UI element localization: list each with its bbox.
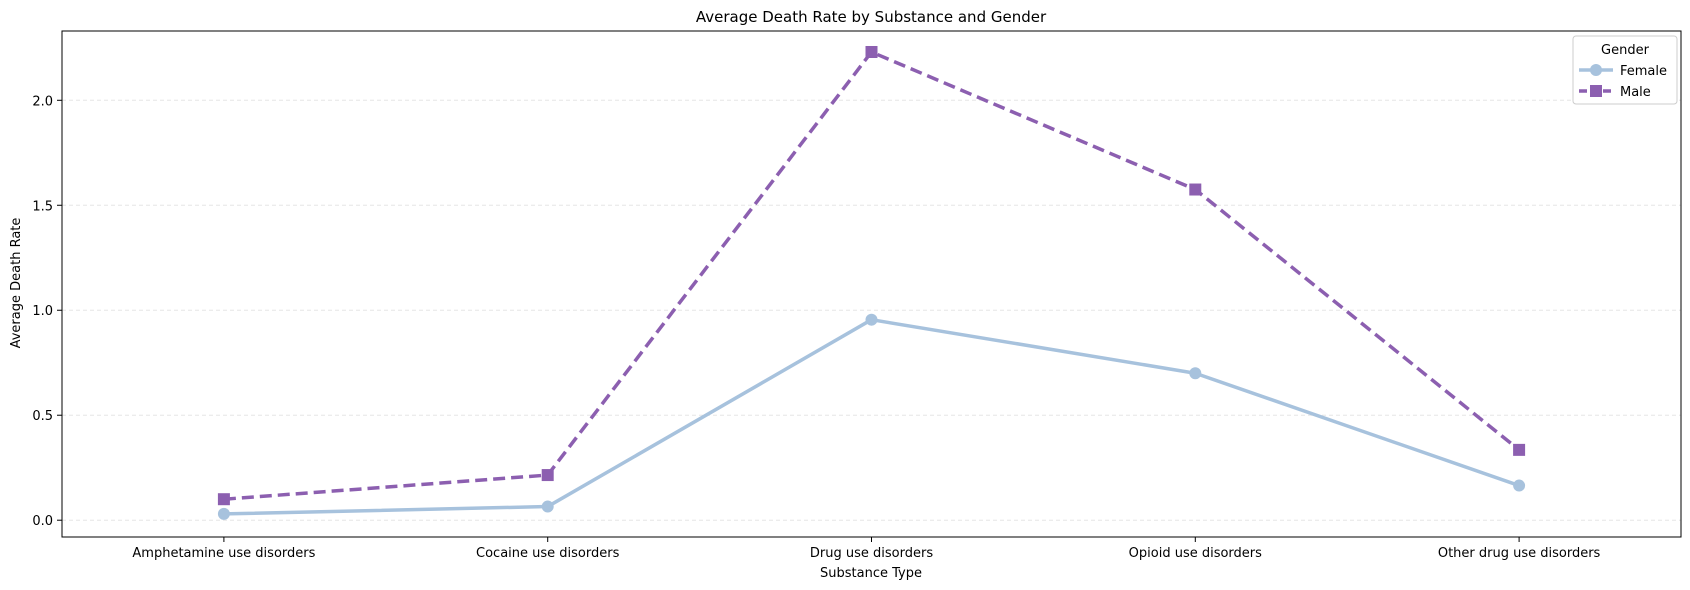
x-tick-label: Other drug use disorders <box>1438 546 1601 561</box>
legend-entries: Female Male <box>1579 64 1667 100</box>
legend: Gender Female Male <box>1572 35 1678 105</box>
x-tick-label: Amphetamine use disorders <box>132 546 315 561</box>
data-point-male <box>865 45 878 58</box>
y-axis-label: Average Death Rate <box>9 218 24 349</box>
data-point-female <box>541 500 554 513</box>
axes: 0.0 0.5 1.0 1.5 2.0 Amphetamine use disorders… <box>32 94 1600 561</box>
x-tick-label: Drug use disorders <box>810 546 933 561</box>
x-tick-label: Cocaine use disorders <box>476 546 620 561</box>
chart-title: Average Death Rate by Substance and Gend… <box>696 8 1047 26</box>
series-female <box>217 313 1526 520</box>
data-point-female <box>1189 367 1202 380</box>
y-tick-label: 1.5 <box>32 199 53 214</box>
data-point-male <box>1513 443 1526 456</box>
series-male <box>217 45 1526 506</box>
data-point-male <box>217 493 230 506</box>
y-tick-label: 0.5 <box>32 409 53 424</box>
legend-item-female: Female <box>1579 64 1667 79</box>
grid-lines <box>62 99 1681 521</box>
plot-frame <box>61 30 1682 538</box>
y-tick-label: 2.0 <box>32 94 53 109</box>
legend-marker-male <box>1590 85 1602 97</box>
legend-item-male: Male <box>1579 85 1651 100</box>
y-tick-label: 1.0 <box>32 304 53 319</box>
data-point-female <box>865 313 878 326</box>
x-tick-label: Opioid use disorders <box>1129 546 1262 561</box>
data-point-male <box>541 469 554 482</box>
series-line-male <box>223 50 1521 501</box>
legend-marker-female <box>1590 64 1602 76</box>
y-tick-label: 0.0 <box>32 514 53 529</box>
series-layer <box>217 45 1526 520</box>
x-axis-label: Substance Type <box>820 566 922 581</box>
series-line-female <box>223 317 1520 516</box>
legend-label-male: Male <box>1620 85 1651 100</box>
data-point-female <box>217 507 230 520</box>
data-point-male <box>1189 183 1202 196</box>
legend-label-female: Female <box>1620 64 1667 79</box>
legend-title: Gender <box>1601 43 1650 58</box>
data-point-female <box>1513 479 1526 492</box>
